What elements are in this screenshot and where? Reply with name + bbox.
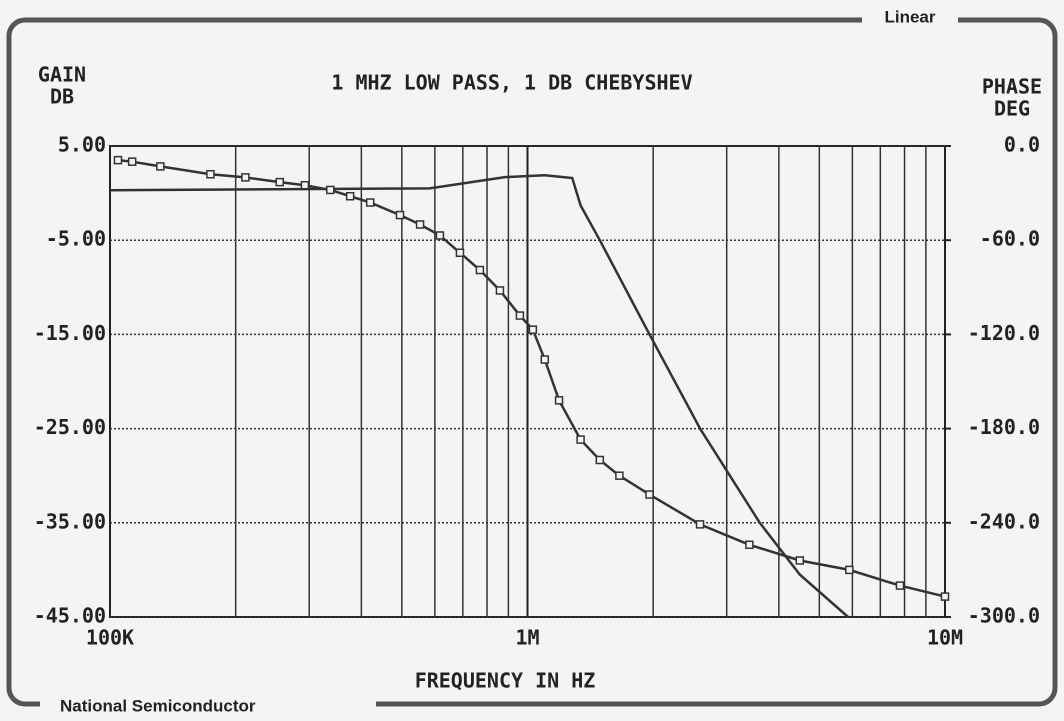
point-marker: [156, 162, 165, 171]
point-marker: [475, 265, 485, 275]
point-marker: [745, 540, 754, 550]
point-marker: [940, 592, 950, 601]
x-axis-label: FREQUENCY IN HZ: [415, 669, 596, 693]
point-marker: [206, 170, 215, 179]
badge-bg: [862, 4, 958, 32]
y-tick-label: -25.00: [34, 415, 106, 439]
point-marker: [275, 177, 284, 187]
y-tick-label: -35.00: [34, 509, 106, 533]
y-axis-label: GAIN: [38, 63, 86, 87]
y-axis-label: DB: [50, 85, 74, 109]
point-marker: [795, 556, 805, 565]
point-marker: [554, 396, 564, 405]
x-tick-label: 1M: [515, 626, 539, 650]
point-marker: [113, 155, 123, 165]
y-tick-label: 5.00: [58, 133, 106, 157]
y2-tick-label: -300.0: [968, 604, 1040, 628]
point-marker: [528, 325, 538, 334]
point-marker: [241, 173, 250, 182]
y-tick-label: -45.00: [34, 604, 106, 628]
point-marker: [615, 471, 624, 480]
chart-title: 1 MHZ LOW PASS, 1 DB CHEBYSHEV: [331, 71, 692, 95]
frame: [6, 17, 1058, 707]
brand-bg: [40, 694, 376, 718]
y-tick-label: -15.00: [34, 321, 106, 345]
y-tick-label: -5.00: [46, 227, 106, 251]
x-tick-label: 10M: [927, 626, 963, 650]
point-marker: [415, 220, 425, 229]
point-marker: [540, 355, 550, 364]
point-marker: [435, 231, 445, 240]
point-marker: [895, 581, 905, 590]
point-marker: [576, 435, 585, 444]
point-marker: [455, 248, 465, 258]
point-marker: [395, 210, 405, 220]
y2-tick-label: -240.0: [968, 509, 1040, 533]
point-marker: [645, 490, 654, 499]
series-line: [117, 158, 946, 598]
brand: National Semiconductor: [60, 696, 256, 715]
point-marker: [695, 520, 705, 529]
badge: Linear: [884, 7, 935, 26]
point-marker: [845, 565, 854, 575]
point-marker: [495, 286, 505, 295]
y2-tick-label: -60.0: [980, 227, 1040, 251]
point-marker: [127, 157, 137, 166]
point-marker: [515, 311, 525, 320]
x-tick-label: 100K: [86, 626, 134, 650]
y2-tick-label: 0.0: [1004, 133, 1040, 157]
point-marker: [595, 455, 605, 465]
series-line: [109, 173, 849, 618]
y2-tick-label: -120.0: [968, 321, 1040, 345]
point-marker: [326, 185, 335, 195]
point-marker: [365, 198, 375, 207]
point-marker: [345, 191, 355, 201]
y2-tick-label: -180.0: [968, 415, 1040, 439]
point-marker: [300, 181, 310, 190]
y2-axis-label: DEG: [994, 97, 1030, 121]
y2-axis-label: PHASE: [982, 75, 1042, 99]
